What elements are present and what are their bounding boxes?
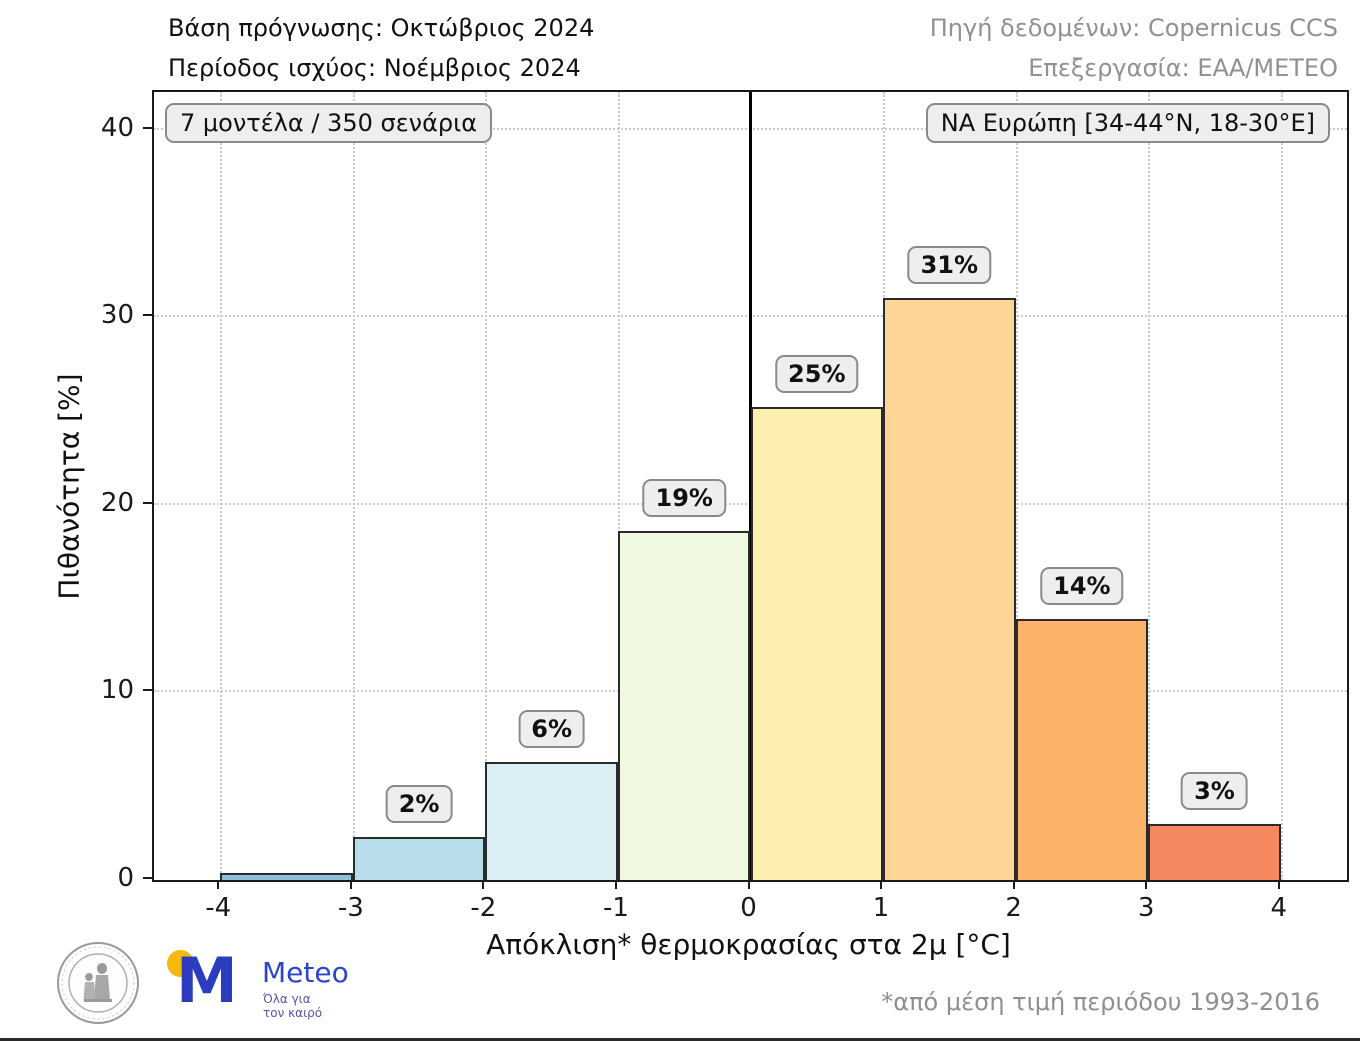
region-badge: ΝΑ Ευρώπη [34-44°N, 18-30°E] [925,103,1330,143]
baseline-footnote: *από μέση τιμή περιόδου 1993-2016 [881,988,1320,1016]
histogram-bar [1148,823,1281,880]
x-tick-label: -1 [602,893,629,923]
observatory-seal-icon [56,941,140,1029]
x-tick-label: 3 [1137,893,1155,923]
x-axis-label: Απόκλιση* θερμοκρασίας στα 2μ [°C] [486,928,1011,961]
histogram-bar [352,836,486,880]
vertical-gridline [220,92,223,880]
x-tick [880,880,883,889]
x-tick [349,880,352,889]
histogram-bar [750,407,884,880]
y-tick [143,689,152,692]
y-tick-label: 40 [100,112,134,143]
bar-value-label: 6% [518,709,586,748]
x-tick [1277,880,1280,889]
y-tick [143,314,152,317]
meteo-logo: M Meteo Όλα για τον καιρό [166,944,349,1020]
vertical-gridline [1148,92,1151,880]
forecast-valid-line: Περίοδος ισχύος: Νοέμβριος 2024 [168,54,581,82]
vertical-gridline [1015,92,1018,880]
y-axis-label: Πιθανότητα [%] [52,373,86,600]
vertical-gridline [352,92,355,880]
x-tick-label: -2 [470,893,497,923]
probability-histogram-plot: 2% 6% 19% 25% 31% 14% 3% [152,90,1349,882]
x-tick-label: 0 [740,893,757,923]
histogram-bar [617,531,751,880]
x-tick-label: 4 [1270,893,1287,923]
source-header: Πηγή δεδομένων: Copernicus CCS Επεξεργασ… [930,8,1338,88]
x-tick-label: 1 [872,893,890,923]
meteo-logo-name: Meteo [262,956,349,989]
forecast-base-line: Βάση πρόγνωσης: Οκτώβριος 2024 [168,14,595,42]
meteo-logo-tagline: Όλα για τον καιρό [263,992,323,1020]
histogram-bar [485,761,618,880]
x-tick-label: -3 [337,893,364,923]
y-tick [143,501,152,504]
vertical-gridline [485,92,488,880]
y-tick [143,877,152,879]
bar-value-label: 14% [1040,567,1124,606]
y-tick [143,126,152,129]
x-tick [482,880,485,889]
y-tick-label: 30 [100,300,134,331]
bar-value-label: 2% [385,784,453,823]
vertical-gridline [617,92,620,880]
x-tick [614,880,617,889]
x-tick [1012,880,1015,889]
x-tick [217,880,220,889]
meteo-logo-dot-icon [167,950,194,977]
x-tick-label: -4 [205,893,232,923]
histogram-bar [883,298,1016,880]
models-scenarios-badge: 7 μοντέλα / 350 σενάρια [165,103,493,143]
y-tick-label: 10 [100,675,134,706]
bar-value-label: 31% [907,246,992,285]
histogram-bar [1015,619,1149,880]
y-tick-label: 0 [117,863,134,893]
meteo-logo-m-icon: M [176,944,238,1017]
y-tick-label: 20 [100,487,134,518]
x-tick [1145,880,1148,889]
bar-value-label: 25% [775,355,859,394]
bar-value-label: 3% [1181,771,1248,810]
x-tick [747,880,750,889]
vertical-gridline [1280,92,1283,880]
bar-value-label: 19% [642,479,726,518]
x-tick-label: 2 [1005,893,1022,923]
processing-line: Επεξεργασία: ΕΑΑ/ΜΕΤΕΟ [1028,54,1338,82]
histogram-bar [220,872,353,880]
data-source-line: Πηγή δεδομένων: Copernicus CCS [929,14,1338,42]
forecast-header: Βάση πρόγνωσης: Οκτώβριος 2024 Περίοδος … [168,8,594,88]
